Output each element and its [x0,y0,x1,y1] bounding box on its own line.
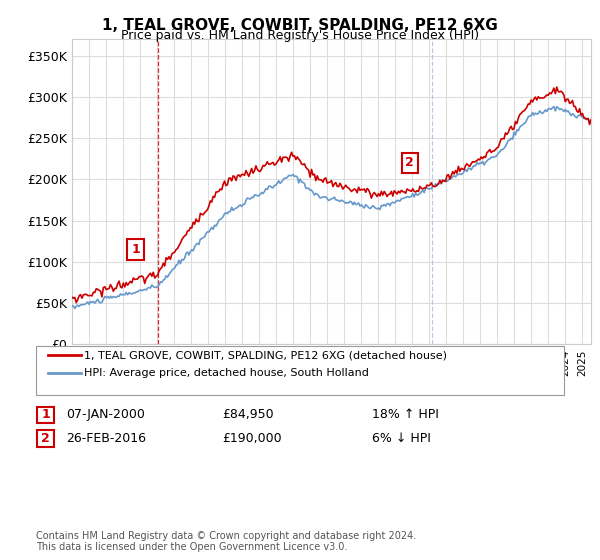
Text: 1: 1 [131,243,140,256]
Text: Contains HM Land Registry data © Crown copyright and database right 2024.
This d: Contains HM Land Registry data © Crown c… [36,531,416,553]
Text: 2: 2 [41,432,50,445]
Text: 1, TEAL GROVE, COWBIT, SPALDING, PE12 6XG (detached house): 1, TEAL GROVE, COWBIT, SPALDING, PE12 6X… [84,350,447,360]
Text: 18% ↑ HPI: 18% ↑ HPI [372,408,439,422]
Text: 6% ↓ HPI: 6% ↓ HPI [372,432,431,445]
Text: 26-FEB-2016: 26-FEB-2016 [66,432,146,445]
Text: HPI: Average price, detached house, South Holland: HPI: Average price, detached house, Sout… [84,368,369,378]
Text: £84,950: £84,950 [222,408,274,422]
Text: Price paid vs. HM Land Registry's House Price Index (HPI): Price paid vs. HM Land Registry's House … [121,29,479,42]
Text: 07-JAN-2000: 07-JAN-2000 [66,408,145,422]
Text: 1, TEAL GROVE, COWBIT, SPALDING, PE12 6XG: 1, TEAL GROVE, COWBIT, SPALDING, PE12 6X… [102,18,498,33]
Text: 2: 2 [406,156,414,170]
Text: 1: 1 [41,408,50,422]
Text: £190,000: £190,000 [222,432,281,445]
